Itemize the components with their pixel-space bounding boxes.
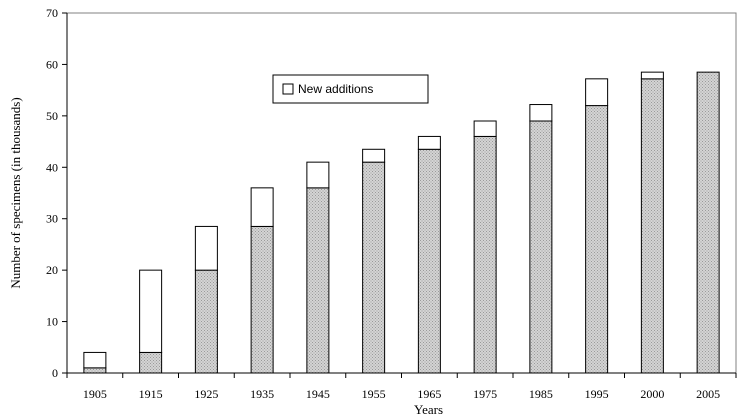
y-tick-label: 50 [46,109,58,123]
x-axis-title: Years [414,402,443,417]
bar-base [194,269,218,374]
x-tick-label: 2000 [640,387,664,401]
x-tick-label: 1995 [585,387,609,401]
y-axis-title: Number of specimens (in thousands) [8,97,23,288]
x-tick-label: 1915 [139,387,163,401]
bar-new-additions [194,225,218,271]
bar-new-additions [83,351,107,369]
x-tick-label: 1955 [362,387,386,401]
legend-box [272,74,429,104]
bar-base [306,187,330,374]
labels-group: 0 10 20 30 40 50 60 70 1905 1915 1925 1935 1945 1955 1… [8,6,720,417]
bar-new-additions [306,161,330,189]
x-tick-label: 1925 [194,387,218,401]
bar-base [529,120,553,374]
y-tick-label: 10 [46,315,58,329]
y-tick-label: 60 [46,57,58,71]
x-tick-label: 1965 [417,387,441,401]
bar-base [250,225,274,374]
bars-group [83,71,720,374]
bar-base [640,78,664,374]
y-tick-label: 0 [52,366,58,380]
y-tick-label: 40 [46,160,58,174]
bar-new-additions [362,148,386,163]
x-tick-label: 1975 [473,387,497,401]
bar-new-additions [417,135,441,150]
bar-new-additions [529,104,553,122]
bar-new-additions [640,71,664,80]
bar-base [139,351,163,374]
bar-base [83,367,107,374]
bar-base [473,135,497,374]
bar-base [696,71,720,374]
x-tick-label: 1905 [83,387,107,401]
y-tick-label: 70 [46,6,58,20]
axes-group [62,12,737,378]
x-tick-label: 1935 [250,387,274,401]
plot-area-frame [66,12,737,374]
y-tick-label: 30 [46,212,58,226]
bar-new-additions [585,78,609,107]
bar-new-additions [139,269,163,353]
legend: New additions [272,74,429,104]
legend-swatch [282,83,294,95]
x-tick-label: 2005 [696,387,720,401]
bar-new-additions [250,187,274,227]
bar-new-additions [473,120,497,137]
legend-label: New additions [298,82,373,96]
x-tick-label: 1945 [306,387,330,401]
bar-base [417,148,441,374]
bar-base [585,105,609,374]
y-tick-label: 20 [46,263,58,277]
x-tick-label: 1985 [529,387,553,401]
bar-base [362,161,386,374]
